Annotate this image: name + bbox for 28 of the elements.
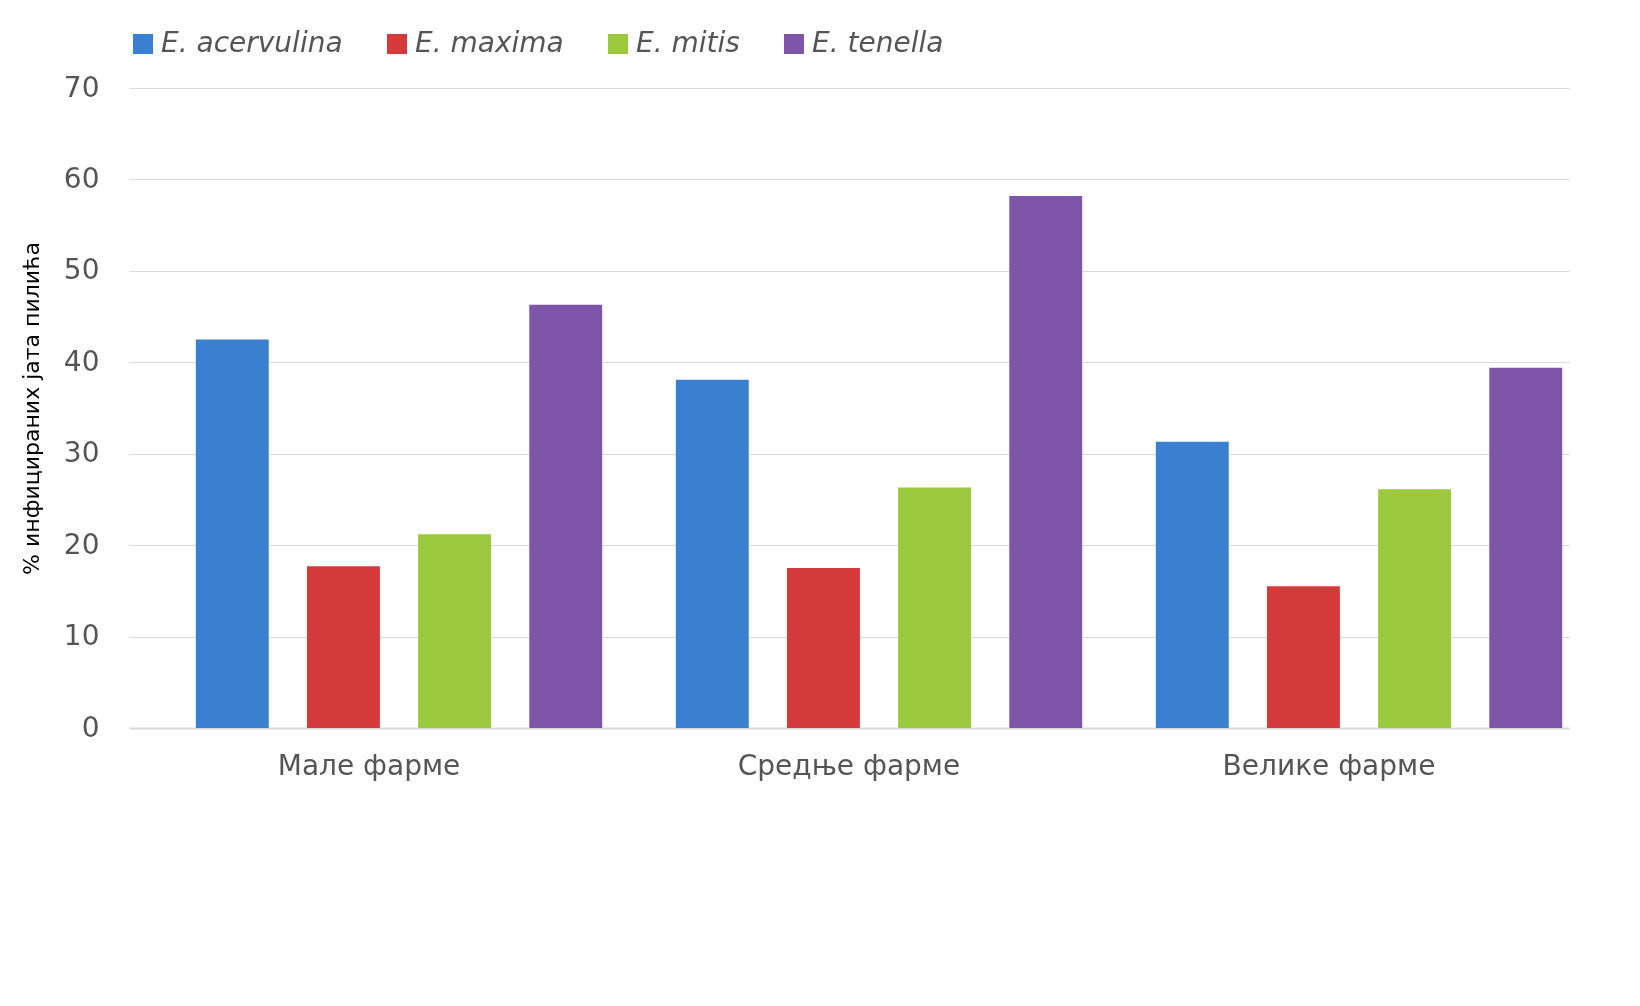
legend-label: E. acervulina	[161, 26, 343, 59]
bar	[195, 339, 269, 728]
y-tick-label: 0	[81, 710, 100, 744]
bar	[786, 568, 860, 728]
legend-label: E. mitis	[636, 26, 740, 59]
y-tick-label: 60	[63, 161, 100, 195]
legend-label: E. tenella	[812, 26, 944, 59]
y-tick-label: 70	[63, 70, 100, 104]
y-tick-label: 30	[63, 436, 100, 470]
bar	[1155, 441, 1229, 728]
y-tick-label: 50	[63, 253, 100, 287]
bar	[1489, 367, 1563, 728]
legend-label: E. maxima	[415, 26, 564, 59]
bar	[1266, 586, 1340, 728]
x-tick-label: Велике фарме	[1222, 748, 1436, 782]
y-tick-label: 20	[63, 527, 100, 561]
y-tick-label: 40	[63, 344, 100, 378]
bar	[306, 566, 380, 728]
y-axis-title: % инфицираних јата пилића	[18, 242, 44, 575]
bar	[675, 379, 749, 728]
bar	[1009, 195, 1083, 728]
y-tick-label: 10	[63, 619, 100, 653]
bar	[418, 534, 492, 728]
bar	[529, 304, 603, 728]
x-tick-label: Средње фарме	[737, 748, 961, 782]
x-tick-label: Мале фарме	[277, 748, 461, 782]
bar	[898, 487, 972, 728]
bar	[1378, 489, 1452, 728]
